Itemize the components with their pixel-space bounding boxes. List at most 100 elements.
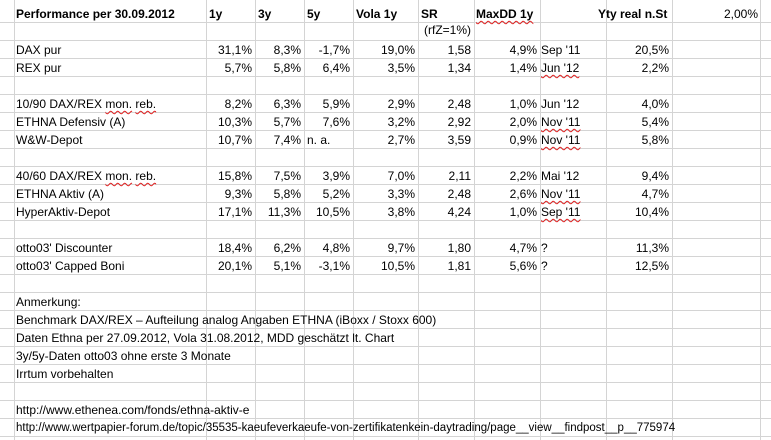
- row-name[interactable]: 10/90 DAX/REX mon. reb.: [16, 97, 157, 111]
- cell-yty[interactable]: 5,4%: [641, 115, 669, 129]
- note-line[interactable]: Daten Ethna per 27.09.2012, Vola 31.08.2…: [16, 331, 395, 345]
- header-rate[interactable]: 2,00%: [723, 7, 758, 21]
- cell-date[interactable]: ?: [541, 259, 548, 273]
- cell-5y[interactable]: 3,9%: [322, 169, 350, 183]
- cell-maxdd[interactable]: 5,6%: [509, 259, 537, 273]
- cell-3y[interactable]: 7,4%: [273, 133, 301, 147]
- cell-sr[interactable]: 2,48: [447, 97, 471, 111]
- cell-vola[interactable]: 2,7%: [387, 133, 415, 147]
- cell-sr[interactable]: 1,58: [447, 43, 471, 57]
- row-name[interactable]: W&W-Depot: [16, 133, 83, 147]
- cell-maxdd[interactable]: 1,4%: [509, 61, 537, 75]
- cell-sr[interactable]: 2,48: [447, 187, 471, 201]
- cell-5y[interactable]: -1,7%: [318, 43, 350, 57]
- cell-sr[interactable]: 1,80: [447, 241, 471, 255]
- cell-maxdd[interactable]: 2,0%: [509, 115, 537, 129]
- sheet-title[interactable]: Performance per 30.09.2012: [16, 7, 175, 21]
- row-name[interactable]: otto03' Discounter: [16, 241, 113, 255]
- cell-5y[interactable]: -3,1%: [318, 259, 350, 273]
- cell-1y[interactable]: 31,1%: [217, 43, 252, 57]
- note-line[interactable]: 3y/5y-Daten otto03 ohne erste 3 Monate: [16, 349, 231, 363]
- cell-date[interactable]: Mai '12: [541, 169, 580, 183]
- cell-yty[interactable]: 10,4%: [634, 205, 669, 219]
- cell-1y[interactable]: 20,1%: [217, 259, 252, 273]
- cell-yty[interactable]: 9,4%: [641, 169, 669, 183]
- cell-1y[interactable]: 18,4%: [217, 241, 252, 255]
- cell-maxdd[interactable]: 4,7%: [509, 241, 537, 255]
- cell-yty[interactable]: 20,5%: [634, 43, 669, 57]
- cell-sr[interactable]: 2,11: [448, 169, 471, 183]
- cell-date[interactable]: ?: [541, 241, 548, 255]
- header-yty[interactable]: Yty real n.St: [598, 7, 668, 21]
- cell-date[interactable]: Nov '11: [541, 187, 581, 201]
- row-name[interactable]: DAX pur: [16, 43, 62, 57]
- cell-sr[interactable]: 4,24: [447, 205, 471, 219]
- cell-vola[interactable]: 2,9%: [387, 97, 415, 111]
- cell-yty[interactable]: 12,5%: [634, 259, 669, 273]
- cell-maxdd[interactable]: 2,6%: [509, 187, 537, 201]
- cell-yty[interactable]: 2,2%: [641, 61, 669, 75]
- cell-1y[interactable]: 8,2%: [224, 97, 252, 111]
- cell-1y[interactable]: 5,7%: [224, 61, 252, 75]
- cell-yty[interactable]: 5,8%: [641, 133, 669, 147]
- cell-3y[interactable]: 7,5%: [273, 169, 301, 183]
- header-maxdd[interactable]: MaxDD 1y: [476, 7, 534, 21]
- notes-heading[interactable]: Anmerkung:: [16, 295, 81, 309]
- cell-date[interactable]: Jun '12: [541, 61, 580, 75]
- cell-yty[interactable]: 11,3%: [635, 241, 669, 255]
- header-sr[interactable]: SR: [421, 7, 438, 21]
- cell-sr[interactable]: 3,59: [447, 133, 471, 147]
- cell-vola[interactable]: 3,2%: [387, 115, 415, 129]
- row-name[interactable]: ETHNA Defensiv (A): [16, 115, 126, 129]
- cell-date[interactable]: Sep '11: [541, 43, 581, 57]
- row-name[interactable]: REX pur: [16, 61, 62, 75]
- cell-5y[interactable]: 4,8%: [322, 241, 350, 255]
- cell-3y[interactable]: 8,3%: [273, 43, 301, 57]
- cell-vola[interactable]: 3,5%: [387, 61, 415, 75]
- cell-vola[interactable]: 19,0%: [380, 43, 415, 57]
- cell-1y[interactable]: 17,1%: [217, 205, 252, 219]
- cell-vola[interactable]: 3,8%: [387, 205, 415, 219]
- cell-3y[interactable]: 5,8%: [273, 187, 301, 201]
- row-name[interactable]: 40/60 DAX/REX mon. reb.: [16, 169, 157, 183]
- cell-1y[interactable]: 10,3%: [217, 115, 252, 129]
- cell-maxdd[interactable]: 0,9%: [509, 133, 537, 147]
- cell-3y[interactable]: 5,7%: [273, 115, 301, 129]
- header-vola[interactable]: Vola 1y: [356, 7, 398, 21]
- cell-vola[interactable]: 9,7%: [387, 241, 415, 255]
- link-wertpapier-forum[interactable]: http://www.wertpapier-forum.de/topic/355…: [16, 422, 676, 434]
- row-name[interactable]: otto03' Capped Boni: [16, 259, 125, 273]
- cell-1y[interactable]: 10,7%: [217, 133, 252, 147]
- cell-5y[interactable]: 5,2%: [322, 187, 350, 201]
- header-1y[interactable]: 1y: [209, 7, 223, 21]
- cell-3y[interactable]: 5,1%: [273, 259, 301, 273]
- cell-vola[interactable]: 7,0%: [387, 169, 415, 183]
- cell-date[interactable]: Nov '11: [541, 115, 581, 129]
- note-line[interactable]: Benchmark DAX/REX – Aufteilung analog An…: [16, 313, 437, 327]
- cell-3y[interactable]: 6,2%: [273, 241, 301, 255]
- cell-date[interactable]: Jun '12: [541, 97, 580, 111]
- cell-vola[interactable]: 3,3%: [387, 187, 415, 201]
- cell-yty[interactable]: 4,7%: [641, 187, 669, 201]
- cell-5y[interactable]: 10,5%: [315, 205, 350, 219]
- cell-maxdd[interactable]: 1,0%: [509, 205, 537, 219]
- cell-3y[interactable]: 5,8%: [273, 61, 301, 75]
- row-name[interactable]: ETHNA Aktiv (A): [16, 187, 105, 201]
- cell-date[interactable]: Sep '11: [541, 205, 581, 219]
- cell-maxdd[interactable]: 4,9%: [509, 43, 537, 57]
- cell-3y[interactable]: 6,3%: [273, 97, 301, 111]
- cell-5y[interactable]: n. a.: [307, 133, 331, 147]
- note-line[interactable]: Irrtum vorbehalten: [16, 367, 114, 381]
- cell-vola[interactable]: 10,5%: [380, 259, 415, 273]
- cell-3y[interactable]: 11,3%: [267, 205, 301, 219]
- cell-maxdd[interactable]: 2,2%: [509, 169, 537, 183]
- cell-5y[interactable]: 7,6%: [322, 115, 350, 129]
- cell-5y[interactable]: 6,4%: [322, 61, 350, 75]
- cell-sr[interactable]: 1,34: [447, 61, 471, 75]
- header-5y[interactable]: 5y: [307, 7, 321, 21]
- cell-date[interactable]: Nov '11: [541, 133, 581, 147]
- link-ethenea[interactable]: http://www.ethenea.com/fonds/ethna-aktiv…: [16, 403, 250, 417]
- cell-yty[interactable]: 4,0%: [641, 97, 669, 111]
- sr-note[interactable]: (rfZ=1%): [424, 23, 472, 37]
- cell-sr[interactable]: 2,92: [447, 115, 471, 129]
